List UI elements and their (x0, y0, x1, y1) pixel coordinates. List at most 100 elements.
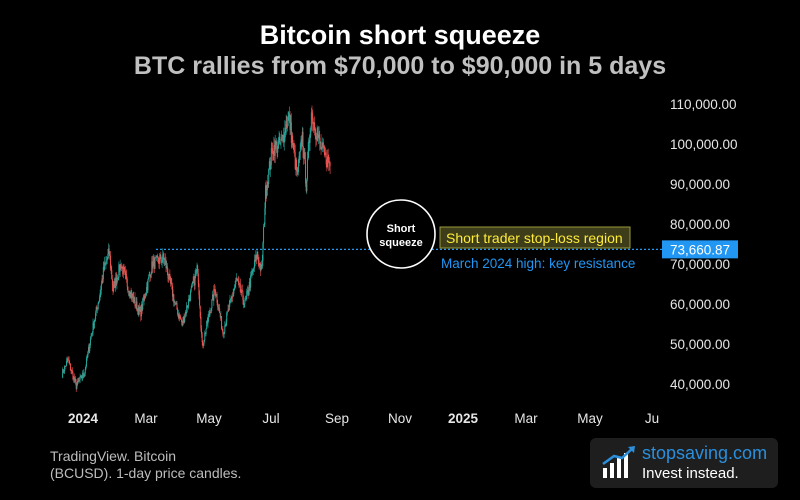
candle-body (90, 335, 92, 340)
candle-body (124, 271, 126, 274)
candle-body (208, 314, 210, 316)
candle-body (199, 295, 201, 306)
candle-body (319, 141, 321, 144)
candle-body (232, 293, 234, 297)
candle-body (263, 224, 265, 227)
candle-body (235, 278, 237, 280)
resistance-price-label: 73,660.87 (670, 242, 730, 257)
candle-body (319, 137, 321, 144)
source-line-1: TradingView. Bitcoin (50, 448, 177, 464)
candle-body (84, 368, 86, 374)
candle-body (268, 168, 270, 184)
candle-body (328, 162, 330, 164)
candle-body (252, 269, 254, 274)
candle-body (74, 378, 76, 381)
candle-body (108, 248, 110, 254)
candle-body (75, 381, 77, 389)
candle-body (328, 158, 330, 164)
candle-body (117, 278, 119, 280)
candle-body (325, 152, 327, 165)
candle-body (290, 122, 292, 131)
candle-body (311, 112, 313, 114)
candle-body (190, 287, 192, 291)
candle-body (294, 152, 296, 169)
candle-body (299, 152, 301, 156)
candle-body (256, 251, 258, 260)
candle-body (68, 360, 70, 363)
candle-body (286, 123, 288, 128)
candle-body (151, 261, 153, 269)
candle-body (162, 253, 164, 258)
candle-body (121, 266, 123, 268)
candle-body (95, 306, 97, 313)
candle-body (185, 311, 187, 314)
logo-name: stopsaving.com (642, 443, 768, 463)
candle-body (178, 313, 180, 319)
candle-body (239, 283, 241, 285)
candle-body (303, 152, 305, 159)
candle-body (158, 262, 160, 264)
candle-body (226, 312, 228, 323)
candle-body (164, 259, 166, 260)
candle-body (69, 363, 71, 371)
candle-body (321, 142, 323, 147)
candle-body (206, 320, 208, 330)
candle-body (229, 299, 231, 304)
candle-body (248, 291, 250, 295)
candle-body (120, 264, 122, 269)
candle-body (129, 292, 131, 298)
candle-body (123, 266, 125, 270)
candle-body (318, 134, 320, 138)
candle-body (100, 289, 102, 293)
candle-body (241, 289, 243, 292)
candle-body (199, 305, 201, 317)
candle-body (106, 258, 108, 261)
candle-body (213, 289, 215, 301)
candle-body (122, 266, 124, 275)
candle-body (322, 142, 324, 148)
y-tick-label: 60,000.00 (670, 297, 730, 312)
candle-body (323, 146, 325, 148)
candle-body (73, 376, 75, 380)
candle-body (89, 339, 91, 346)
candle-body (133, 297, 135, 304)
candle-body (144, 296, 146, 299)
candle-body (232, 296, 234, 298)
candle-body (137, 308, 139, 312)
candle-body (210, 312, 212, 313)
candle-body (175, 302, 177, 304)
candle-body (154, 257, 156, 269)
candle-body (91, 332, 93, 334)
candle-body (116, 278, 118, 285)
candle-body (63, 371, 65, 373)
candle-body (214, 290, 216, 293)
x-tick-label: Sep (325, 411, 349, 426)
candle-body (238, 281, 240, 284)
candle-body (94, 319, 96, 322)
candle-body (321, 146, 323, 150)
candle-body (258, 260, 260, 266)
candle-body (262, 242, 264, 261)
candle-body (219, 313, 221, 318)
candle-body (188, 298, 190, 306)
candle-body (270, 164, 272, 170)
candle-body (267, 181, 269, 184)
candle-body (298, 155, 300, 160)
candle-body (233, 287, 235, 290)
candle-body (148, 274, 150, 278)
source-caption: TradingView. Bitcoin (BCUSD). 1-day pric… (50, 448, 270, 482)
candle-body (102, 267, 104, 280)
candle-body (257, 257, 259, 261)
candle-body (205, 329, 207, 334)
candle-body (113, 281, 115, 285)
candle-body (75, 378, 77, 382)
candle-body (110, 267, 112, 270)
candle-body (281, 135, 283, 139)
candle-body (273, 145, 275, 155)
short-squeeze-circle (366, 199, 436, 269)
candle-body (266, 181, 268, 190)
candle-body (259, 263, 261, 271)
candle-body (308, 139, 310, 144)
candle-body (248, 282, 250, 292)
